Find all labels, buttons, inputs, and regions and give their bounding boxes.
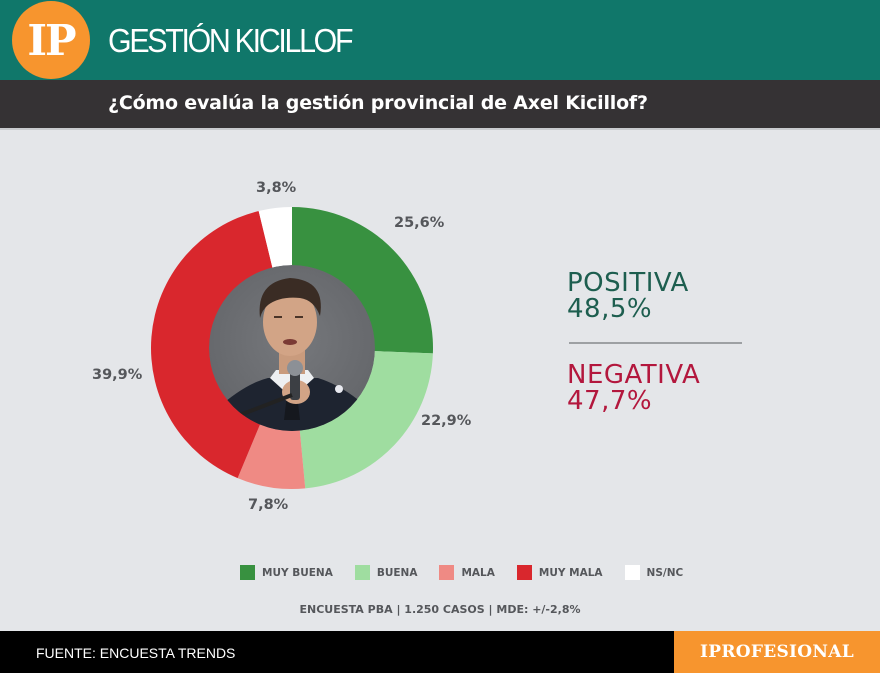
legend-item-muy-buena: MUY BUENA — [240, 565, 333, 580]
legend-swatch — [516, 565, 532, 580]
label-buena: 22,9% — [421, 413, 472, 429]
question-bar — [0, 80, 880, 128]
legend-label: NS/NC — [646, 566, 684, 579]
iprofesional-logo: IPROFESIONAL — [674, 631, 880, 673]
slice-muy-buena — [292, 207, 433, 354]
legend-item-mala: MALA — [439, 565, 495, 580]
header-divider — [0, 128, 880, 130]
summary-divider — [569, 342, 742, 344]
donut-slices — [151, 207, 433, 489]
legend-label: MUY BUENA — [262, 566, 333, 579]
slice-muy-mala — [151, 210, 273, 479]
positive-value: 48,5% — [567, 294, 653, 324]
survey-question: ¿Cómo evalúa la gestión provincial de Ax… — [108, 92, 648, 114]
legend-label: BUENA — [376, 566, 418, 579]
label-muy-buena: 25,6% — [394, 215, 445, 231]
legend-item-ns-nc: NS/NC — [624, 565, 684, 580]
positive-summary: POSITIVA 48,5% — [567, 270, 689, 322]
label-muy-mala: 39,9% — [92, 367, 143, 383]
negative-summary: NEGATIVA 47,7% — [567, 362, 700, 414]
ip-logo: IP — [12, 1, 90, 79]
label-mala: 7,8% — [248, 497, 289, 513]
legend-label: MUY MALA — [538, 566, 603, 579]
legend-swatch — [354, 565, 370, 580]
legend-item-muy-mala: MUY MALA — [516, 565, 603, 580]
legend-swatch — [240, 565, 255, 580]
source-text: FUENTE: ENCUESTA TRENDS — [36, 645, 236, 661]
chart-legend: MUY BUENA BUENA MALA MUY MALA NS/NC — [240, 565, 705, 580]
slice-mala — [237, 423, 306, 489]
survey-note: ENCUESTA PBA | 1.250 CASOS | MDE: +/-2,8… — [299, 603, 581, 616]
header-bar — [0, 0, 880, 80]
positive-label: POSITIVA — [567, 268, 689, 298]
slice-buena — [299, 351, 433, 489]
legend-swatch — [624, 565, 640, 580]
legend-label: MALA — [461, 566, 495, 579]
slice-ns-nc — [258, 207, 292, 269]
page-title: GESTIÓN KICILLOF — [108, 22, 354, 59]
negative-value: 47,7% — [567, 386, 653, 416]
legend-item-buena: BUENA — [354, 565, 418, 580]
negative-label: NEGATIVA — [567, 360, 701, 390]
label-ns-nc: 3,8% — [256, 180, 297, 196]
legend-swatch — [439, 565, 455, 580]
